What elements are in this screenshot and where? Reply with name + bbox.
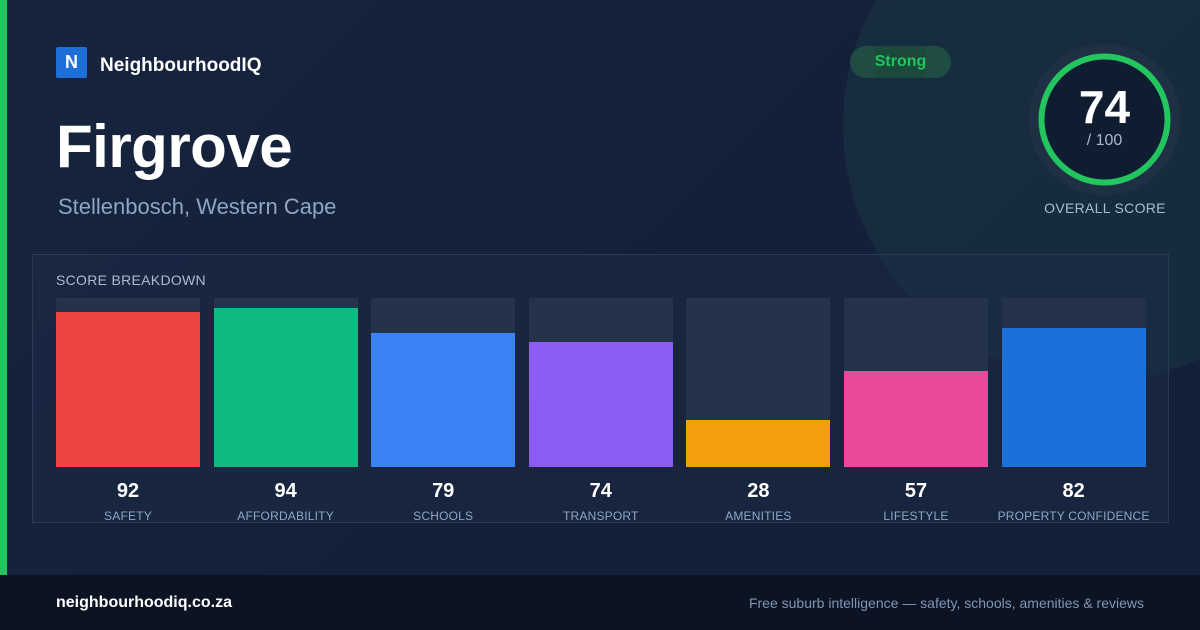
bar-label: AMENITIES [725, 509, 792, 523]
bar-value: 94 [274, 480, 297, 502]
bar-fill [213, 308, 358, 467]
bar-label: SCHOOLS [413, 509, 474, 523]
breakdown-title: SCORE BREAKDOWN [56, 272, 206, 288]
bar-track [686, 298, 831, 467]
overall-score-max: / 100 [1086, 132, 1123, 149]
bar-track [213, 298, 358, 467]
bar-label: PROPERTY CONFIDENCE [997, 509, 1150, 523]
bar-track [1001, 298, 1146, 467]
bar-fill [371, 333, 516, 467]
bar-value: 28 [747, 480, 770, 502]
bar-track [56, 298, 200, 467]
bar-track [844, 298, 988, 467]
bar-schools: 79 SCHOOLS [371, 298, 516, 523]
bar-track [528, 298, 673, 467]
rating-badge: Strong [850, 46, 951, 78]
bar-value: 57 [904, 480, 928, 502]
bar-label: SAFETY [104, 509, 152, 523]
footer-tagline: Free suburb intelligence — safety, schoo… [748, 595, 1144, 611]
bar-value: 79 [432, 480, 455, 502]
bar-transport: 74 TRANSPORT [528, 298, 673, 523]
bar-value: 92 [116, 480, 140, 502]
bar-safety: 92 SAFETY [56, 298, 200, 523]
score-breakdown-panel: SCORE BREAKDOWN 92 SAFETY 94 AFFORDABILITY 7… [32, 254, 1169, 523]
bar-affordability: 94 AFFORDABILITY [213, 298, 358, 523]
brand-name: NeighbourhoodIQ [100, 55, 262, 76]
bar-fill [686, 420, 831, 467]
bar-fill [844, 371, 988, 467]
overall-score-value: 74 [1078, 81, 1131, 133]
bar-property-confidence: 82 PROPERTY CONFIDENCE [998, 298, 1149, 523]
breakdown-bars: 92 SAFETY 94 AFFORDABILITY 79 SCHOOLS 74 TRANSP… [56, 298, 1149, 523]
suburb-location: Stellenbosch, Western Cape [58, 194, 337, 219]
footer: neighbourhoodiq.co.za Free suburb intell… [0, 575, 1200, 630]
bar-fill [528, 342, 673, 467]
bar-value: 82 [1062, 480, 1085, 502]
brand-logo-icon: N [56, 46, 87, 78]
footer-domain: neighbourhoodiq.co.za [56, 594, 232, 611]
bar-value: 74 [589, 480, 612, 502]
score-ring-graphic [1028, 43, 1181, 196]
bar-fill [56, 312, 200, 467]
bar-lifestyle: 57 LIFESTYLE [844, 298, 988, 523]
bar-label: TRANSPORT [563, 509, 639, 523]
bar-amenities: 28 AMENITIES [686, 298, 831, 523]
bar-fill [1001, 328, 1146, 467]
accent-bar [0, 0, 7, 575]
overall-score-ring: 74 / 100 [1028, 43, 1181, 196]
bar-track [371, 298, 516, 467]
suburb-name: Firgrove [56, 113, 293, 180]
bar-label: AFFORDABILITY [237, 509, 334, 523]
overall-score-label: OVERALL SCORE [1044, 200, 1166, 216]
brand: N NeighbourhoodIQ [56, 46, 261, 78]
bar-label: LIFESTYLE [883, 509, 949, 523]
